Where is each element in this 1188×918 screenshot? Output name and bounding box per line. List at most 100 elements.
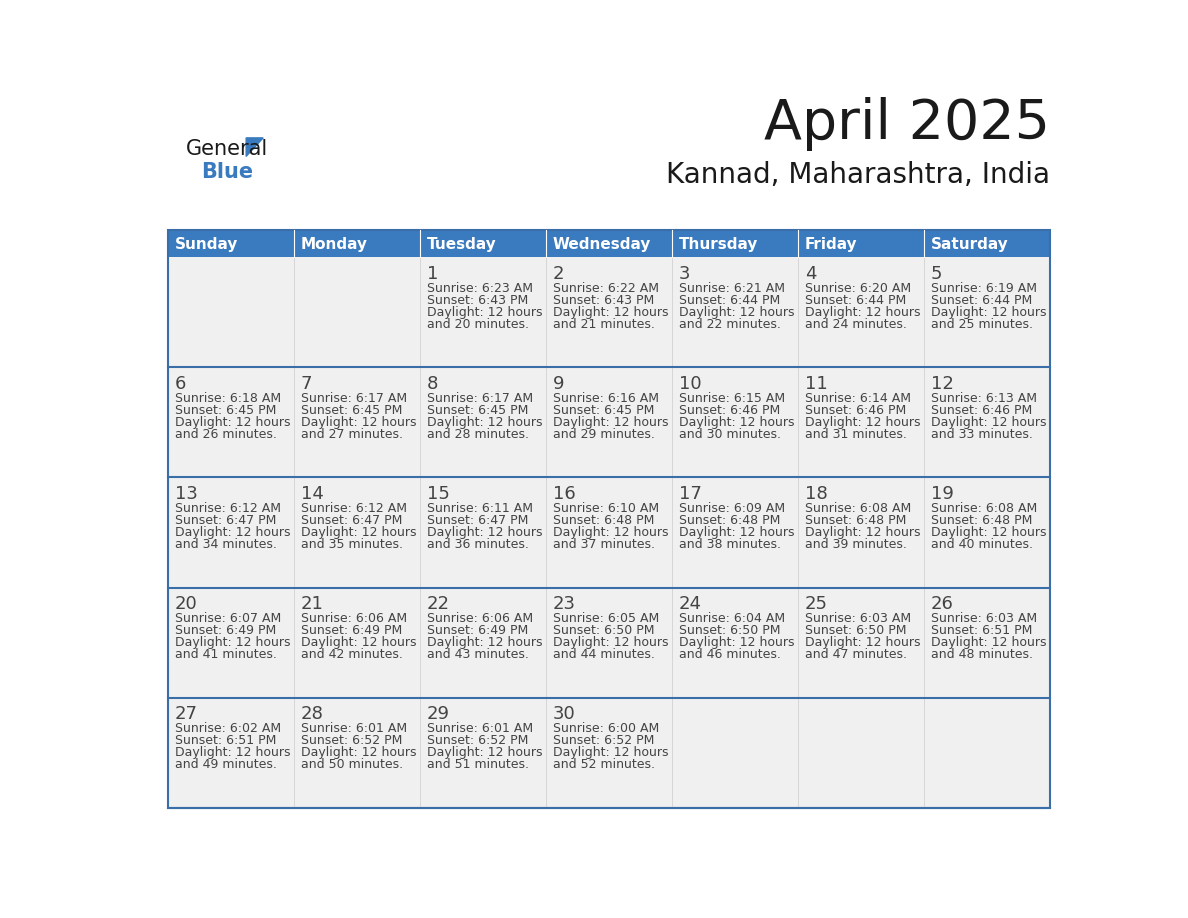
Text: and 30 minutes.: and 30 minutes.: [678, 428, 781, 441]
Bar: [419, 257, 545, 367]
Bar: [293, 588, 419, 698]
Text: and 27 minutes.: and 27 minutes.: [301, 428, 403, 441]
Bar: [168, 698, 293, 808]
Text: 12: 12: [931, 375, 954, 393]
Bar: [545, 588, 672, 698]
Text: Sunset: 6:48 PM: Sunset: 6:48 PM: [804, 514, 906, 527]
Text: and 29 minutes.: and 29 minutes.: [552, 428, 655, 441]
Text: 26: 26: [931, 595, 954, 613]
Bar: [545, 477, 672, 588]
Text: Daylight: 12 hours: Daylight: 12 hours: [931, 416, 1047, 429]
Text: Monday: Monday: [301, 237, 368, 252]
Text: and 42 minutes.: and 42 minutes.: [301, 648, 403, 661]
Text: and 38 minutes.: and 38 minutes.: [678, 538, 781, 551]
Text: Sunset: 6:44 PM: Sunset: 6:44 PM: [931, 294, 1032, 307]
Text: Sunset: 6:51 PM: Sunset: 6:51 PM: [931, 624, 1032, 637]
Bar: [168, 477, 293, 588]
Bar: [545, 367, 672, 477]
Bar: [293, 367, 419, 477]
Text: Daylight: 12 hours: Daylight: 12 hours: [552, 636, 669, 649]
Bar: [924, 257, 1050, 367]
Text: Sunrise: 6:03 AM: Sunrise: 6:03 AM: [931, 612, 1037, 625]
Text: 29: 29: [426, 705, 450, 723]
Text: and 26 minutes.: and 26 minutes.: [175, 428, 277, 441]
Text: Daylight: 12 hours: Daylight: 12 hours: [678, 526, 795, 539]
Text: Sunset: 6:46 PM: Sunset: 6:46 PM: [804, 404, 906, 417]
Text: Sunrise: 6:22 AM: Sunrise: 6:22 AM: [552, 282, 659, 295]
Bar: [545, 257, 672, 367]
Bar: [545, 698, 672, 808]
Text: 14: 14: [301, 485, 323, 503]
Text: 20: 20: [175, 595, 197, 613]
Text: and 37 minutes.: and 37 minutes.: [552, 538, 655, 551]
Bar: [924, 230, 1050, 257]
Text: Sunday: Sunday: [175, 237, 239, 252]
Text: Sunrise: 6:03 AM: Sunrise: 6:03 AM: [804, 612, 911, 625]
Bar: [672, 367, 798, 477]
Text: Sunset: 6:50 PM: Sunset: 6:50 PM: [552, 624, 655, 637]
Text: Sunrise: 6:08 AM: Sunrise: 6:08 AM: [931, 502, 1037, 515]
Text: Daylight: 12 hours: Daylight: 12 hours: [804, 526, 921, 539]
Text: Daylight: 12 hours: Daylight: 12 hours: [552, 306, 669, 319]
Text: and 22 minutes.: and 22 minutes.: [678, 318, 781, 330]
Text: Blue: Blue: [201, 162, 253, 182]
Text: 7: 7: [301, 375, 312, 393]
Text: and 49 minutes.: and 49 minutes.: [175, 758, 277, 771]
Bar: [293, 230, 419, 257]
Text: 21: 21: [301, 595, 323, 613]
Text: Sunrise: 6:01 AM: Sunrise: 6:01 AM: [301, 722, 407, 735]
Text: Kannad, Maharashtra, India: Kannad, Maharashtra, India: [665, 162, 1050, 189]
Text: and 52 minutes.: and 52 minutes.: [552, 758, 655, 771]
Text: and 40 minutes.: and 40 minutes.: [931, 538, 1032, 551]
Text: Tuesday: Tuesday: [426, 237, 497, 252]
Bar: [419, 230, 545, 257]
Text: Daylight: 12 hours: Daylight: 12 hours: [426, 416, 543, 429]
Text: and 33 minutes.: and 33 minutes.: [931, 428, 1032, 441]
Text: 3: 3: [678, 265, 690, 283]
Polygon shape: [246, 138, 264, 156]
Text: Sunrise: 6:13 AM: Sunrise: 6:13 AM: [931, 392, 1037, 405]
Text: 27: 27: [175, 705, 198, 723]
Text: Sunset: 6:45 PM: Sunset: 6:45 PM: [175, 404, 277, 417]
Text: Daylight: 12 hours: Daylight: 12 hours: [175, 636, 290, 649]
Bar: [672, 698, 798, 808]
Bar: [293, 698, 419, 808]
Text: 11: 11: [804, 375, 828, 393]
Text: Daylight: 12 hours: Daylight: 12 hours: [301, 746, 416, 759]
Text: Sunrise: 6:06 AM: Sunrise: 6:06 AM: [426, 612, 533, 625]
Text: Daylight: 12 hours: Daylight: 12 hours: [804, 416, 921, 429]
Text: 25: 25: [804, 595, 828, 613]
Text: 13: 13: [175, 485, 197, 503]
Text: General: General: [185, 139, 268, 159]
Text: Sunset: 6:49 PM: Sunset: 6:49 PM: [426, 624, 529, 637]
Text: Sunrise: 6:18 AM: Sunrise: 6:18 AM: [175, 392, 282, 405]
Text: Daylight: 12 hours: Daylight: 12 hours: [175, 526, 290, 539]
Text: Sunset: 6:47 PM: Sunset: 6:47 PM: [175, 514, 277, 527]
Text: Sunset: 6:43 PM: Sunset: 6:43 PM: [426, 294, 529, 307]
Text: Daylight: 12 hours: Daylight: 12 hours: [552, 416, 669, 429]
Text: and 24 minutes.: and 24 minutes.: [804, 318, 906, 330]
Bar: [168, 230, 293, 257]
Text: Daylight: 12 hours: Daylight: 12 hours: [175, 746, 290, 759]
Text: Sunset: 6:48 PM: Sunset: 6:48 PM: [552, 514, 655, 527]
Bar: [293, 257, 419, 367]
Text: and 34 minutes.: and 34 minutes.: [175, 538, 277, 551]
Bar: [168, 588, 293, 698]
Text: Sunrise: 6:19 AM: Sunrise: 6:19 AM: [931, 282, 1037, 295]
Bar: [924, 367, 1050, 477]
Text: Daylight: 12 hours: Daylight: 12 hours: [426, 636, 543, 649]
Text: Sunset: 6:51 PM: Sunset: 6:51 PM: [175, 734, 277, 747]
Text: Sunset: 6:45 PM: Sunset: 6:45 PM: [552, 404, 655, 417]
Text: and 31 minutes.: and 31 minutes.: [804, 428, 906, 441]
Text: Friday: Friday: [804, 237, 858, 252]
Text: 17: 17: [678, 485, 702, 503]
Text: Sunset: 6:44 PM: Sunset: 6:44 PM: [804, 294, 906, 307]
Text: and 51 minutes.: and 51 minutes.: [426, 758, 529, 771]
Bar: [419, 588, 545, 698]
Text: Daylight: 12 hours: Daylight: 12 hours: [552, 746, 669, 759]
Text: Daylight: 12 hours: Daylight: 12 hours: [804, 636, 921, 649]
Text: Wednesday: Wednesday: [552, 237, 651, 252]
Bar: [293, 477, 419, 588]
Text: and 44 minutes.: and 44 minutes.: [552, 648, 655, 661]
Text: 24: 24: [678, 595, 702, 613]
